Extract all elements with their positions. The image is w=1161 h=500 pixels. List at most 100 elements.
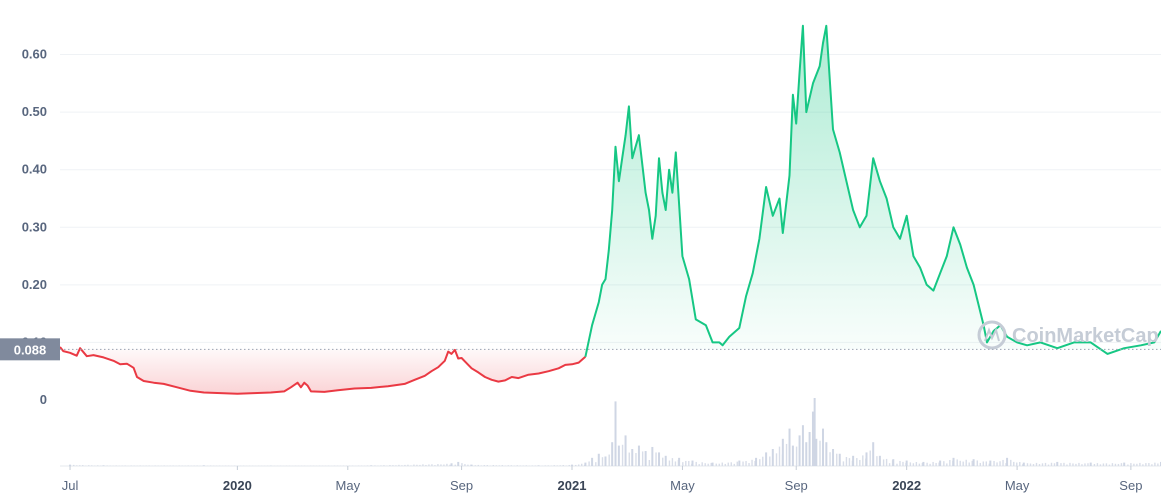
y-tick-label: 0.60 xyxy=(22,47,47,62)
volume-bar xyxy=(878,455,881,466)
volume-bar xyxy=(644,451,647,466)
volume-bar xyxy=(785,443,788,466)
volume-bar xyxy=(808,432,811,466)
volume-bar xyxy=(449,464,451,466)
volume-bar xyxy=(172,465,174,466)
volume-bar xyxy=(617,445,620,466)
volume-bar xyxy=(467,464,469,466)
volume-bar xyxy=(440,464,442,466)
volume-bar xyxy=(876,456,878,466)
volume-bar xyxy=(738,460,741,466)
volume-bar xyxy=(474,465,477,466)
volume-bar xyxy=(544,465,546,466)
volume-bar xyxy=(1096,463,1099,466)
volume-bar xyxy=(862,455,864,466)
volume-bar xyxy=(82,465,84,466)
volume-bar xyxy=(492,465,495,466)
volume-bar xyxy=(446,463,448,466)
volume-bar xyxy=(1154,462,1156,466)
x-tick-label: 2020 xyxy=(223,478,252,493)
volume-bar xyxy=(775,453,778,466)
volume-bar xyxy=(688,460,690,466)
volume-bar xyxy=(671,458,674,466)
volume-bar xyxy=(882,459,885,466)
volume-bar xyxy=(685,460,687,466)
volume-bar xyxy=(1041,463,1044,466)
price-line xyxy=(59,346,587,395)
volume-bar xyxy=(742,461,744,466)
volume-bar xyxy=(510,465,513,466)
volume-bar xyxy=(996,462,998,466)
volume-bar xyxy=(1060,463,1062,466)
volume-bar xyxy=(979,462,981,466)
volume-bar xyxy=(1053,463,1056,466)
volume-bar xyxy=(1056,461,1059,466)
volume-bar xyxy=(651,446,654,466)
volume-bar xyxy=(404,464,406,466)
volume-bar xyxy=(139,465,141,466)
volume-bar xyxy=(584,462,587,466)
volume-bar xyxy=(905,460,908,466)
volume-bar xyxy=(1127,464,1129,466)
volume-bar xyxy=(695,461,697,466)
volume-bar xyxy=(751,459,753,466)
y-tick-label: 0.50 xyxy=(22,104,47,119)
volume-bar xyxy=(1066,464,1068,466)
volume-bar xyxy=(909,462,912,466)
volume-bar xyxy=(724,463,726,466)
volume-bar xyxy=(939,460,942,466)
volume-bar xyxy=(1022,464,1024,466)
volume-bar xyxy=(845,456,848,466)
x-tick-label: May xyxy=(670,478,695,493)
volume-bar xyxy=(952,457,955,466)
x-tick-label: Sep xyxy=(450,478,473,493)
volume-bar xyxy=(489,465,492,466)
volume-bar xyxy=(562,465,564,466)
volume-bar xyxy=(819,440,821,466)
volume-bar xyxy=(464,464,466,466)
volume-bar xyxy=(935,462,937,466)
volume-bar xyxy=(495,465,498,466)
volume-bar xyxy=(428,464,430,466)
volume-bar xyxy=(1050,462,1053,466)
volume-bar xyxy=(1013,461,1015,466)
volume-bar xyxy=(730,462,732,466)
volume-bar xyxy=(413,464,415,466)
volume-bar xyxy=(1019,462,1021,466)
volume-bar xyxy=(748,463,750,466)
volume-bar xyxy=(982,461,984,466)
volume-bar xyxy=(578,464,580,466)
volume-bar xyxy=(655,452,657,466)
volume-bar xyxy=(872,442,875,466)
volume-bar xyxy=(888,463,891,466)
volume-bar xyxy=(431,464,433,466)
volume-bar xyxy=(1006,457,1009,466)
volume-bar xyxy=(568,464,570,466)
volume-bar xyxy=(946,463,948,466)
volume-bar xyxy=(1029,463,1032,466)
volume-bar xyxy=(1084,463,1086,466)
volume-bar xyxy=(1022,462,1025,466)
volume-bar xyxy=(704,463,706,466)
volume-bar xyxy=(124,465,126,466)
volume-bar xyxy=(604,456,607,466)
volume-bar xyxy=(621,444,624,466)
y-tick-label: 0.40 xyxy=(22,162,47,177)
volume-bar xyxy=(351,465,354,466)
volume-bar xyxy=(838,453,841,466)
volume-bar xyxy=(896,463,898,466)
x-tick-label: Sep xyxy=(785,478,808,493)
volume-bar xyxy=(976,460,978,466)
volume-bar xyxy=(929,463,931,466)
volume-bar xyxy=(407,464,409,466)
volume-bar xyxy=(631,449,634,466)
volume-bar xyxy=(102,465,105,466)
volume-bar xyxy=(711,462,714,466)
volume-bar xyxy=(425,464,427,466)
volume-bar xyxy=(79,465,81,466)
volume-bar xyxy=(69,464,72,466)
volume-bar xyxy=(865,452,868,466)
volume-bar xyxy=(1093,464,1096,466)
volume-bar xyxy=(178,465,180,466)
volume-bar xyxy=(662,457,664,466)
